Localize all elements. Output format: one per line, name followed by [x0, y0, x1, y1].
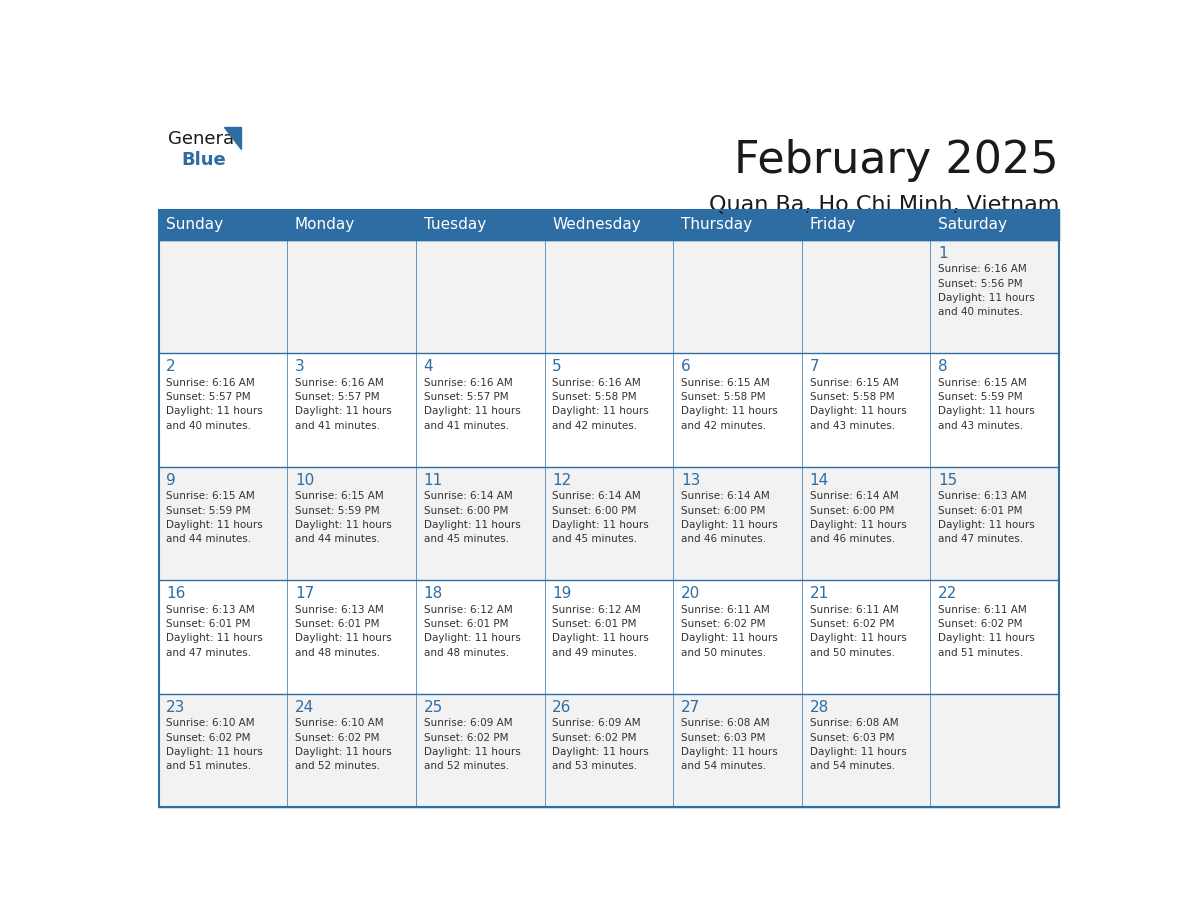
Text: 10: 10 [295, 473, 314, 487]
Text: Wednesday: Wednesday [552, 218, 642, 232]
Text: Friday: Friday [809, 218, 855, 232]
Text: 19: 19 [552, 587, 571, 601]
Text: Sunrise: 6:13 AM
Sunset: 6:01 PM
Daylight: 11 hours
and 47 minutes.: Sunrise: 6:13 AM Sunset: 6:01 PM Dayligh… [939, 491, 1035, 544]
Text: 8: 8 [939, 359, 948, 375]
Text: 3: 3 [295, 359, 305, 375]
Text: Sunrise: 6:11 AM
Sunset: 6:02 PM
Daylight: 11 hours
and 50 minutes.: Sunrise: 6:11 AM Sunset: 6:02 PM Dayligh… [681, 605, 778, 658]
Text: Sunrise: 6:13 AM
Sunset: 6:01 PM
Daylight: 11 hours
and 47 minutes.: Sunrise: 6:13 AM Sunset: 6:01 PM Dayligh… [166, 605, 263, 658]
Polygon shape [225, 127, 241, 149]
Text: 17: 17 [295, 587, 314, 601]
Text: 28: 28 [809, 700, 829, 715]
Text: Sunrise: 6:15 AM
Sunset: 5:59 PM
Daylight: 11 hours
and 44 minutes.: Sunrise: 6:15 AM Sunset: 5:59 PM Dayligh… [166, 491, 263, 544]
Text: Tuesday: Tuesday [424, 218, 486, 232]
Text: 18: 18 [424, 587, 443, 601]
Text: 6: 6 [681, 359, 690, 375]
Bar [158, 210, 1060, 240]
Text: Sunday: Sunday [166, 218, 223, 232]
Text: 22: 22 [939, 587, 958, 601]
Text: Sunrise: 6:15 AM
Sunset: 5:59 PM
Daylight: 11 hours
and 44 minutes.: Sunrise: 6:15 AM Sunset: 5:59 PM Dayligh… [295, 491, 392, 544]
Text: 24: 24 [295, 700, 314, 715]
Bar [158, 693, 1060, 807]
Text: Quan Ba, Ho Chi Minh, Vietnam: Quan Ba, Ho Chi Minh, Vietnam [709, 195, 1060, 215]
Text: Saturday: Saturday [939, 218, 1007, 232]
Text: Monday: Monday [295, 218, 355, 232]
Text: 2: 2 [166, 359, 176, 375]
Text: Sunrise: 6:16 AM
Sunset: 5:57 PM
Daylight: 11 hours
and 41 minutes.: Sunrise: 6:16 AM Sunset: 5:57 PM Dayligh… [295, 377, 392, 431]
Text: Sunrise: 6:08 AM
Sunset: 6:03 PM
Daylight: 11 hours
and 54 minutes.: Sunrise: 6:08 AM Sunset: 6:03 PM Dayligh… [809, 718, 906, 771]
Text: Sunrise: 6:15 AM
Sunset: 5:58 PM
Daylight: 11 hours
and 42 minutes.: Sunrise: 6:15 AM Sunset: 5:58 PM Dayligh… [681, 377, 778, 431]
Text: Sunrise: 6:14 AM
Sunset: 6:00 PM
Daylight: 11 hours
and 45 minutes.: Sunrise: 6:14 AM Sunset: 6:00 PM Dayligh… [424, 491, 520, 544]
Bar [158, 580, 1060, 693]
Text: Sunrise: 6:15 AM
Sunset: 5:58 PM
Daylight: 11 hours
and 43 minutes.: Sunrise: 6:15 AM Sunset: 5:58 PM Dayligh… [809, 377, 906, 431]
Text: Sunrise: 6:08 AM
Sunset: 6:03 PM
Daylight: 11 hours
and 54 minutes.: Sunrise: 6:08 AM Sunset: 6:03 PM Dayligh… [681, 718, 778, 771]
Bar [158, 353, 1060, 466]
Text: 1: 1 [939, 246, 948, 261]
Text: Sunrise: 6:14 AM
Sunset: 6:00 PM
Daylight: 11 hours
and 46 minutes.: Sunrise: 6:14 AM Sunset: 6:00 PM Dayligh… [681, 491, 778, 544]
Text: Sunrise: 6:13 AM
Sunset: 6:01 PM
Daylight: 11 hours
and 48 minutes.: Sunrise: 6:13 AM Sunset: 6:01 PM Dayligh… [295, 605, 392, 658]
Text: 13: 13 [681, 473, 700, 487]
Text: 15: 15 [939, 473, 958, 487]
Text: 23: 23 [166, 700, 185, 715]
Text: Sunrise: 6:16 AM
Sunset: 5:57 PM
Daylight: 11 hours
and 40 minutes.: Sunrise: 6:16 AM Sunset: 5:57 PM Dayligh… [166, 377, 263, 431]
Text: Sunrise: 6:11 AM
Sunset: 6:02 PM
Daylight: 11 hours
and 50 minutes.: Sunrise: 6:11 AM Sunset: 6:02 PM Dayligh… [809, 605, 906, 658]
Text: Sunrise: 6:14 AM
Sunset: 6:00 PM
Daylight: 11 hours
and 46 minutes.: Sunrise: 6:14 AM Sunset: 6:00 PM Dayligh… [809, 491, 906, 544]
Text: Thursday: Thursday [681, 218, 752, 232]
Text: Sunrise: 6:10 AM
Sunset: 6:02 PM
Daylight: 11 hours
and 51 minutes.: Sunrise: 6:10 AM Sunset: 6:02 PM Dayligh… [166, 718, 263, 771]
Text: Sunrise: 6:16 AM
Sunset: 5:58 PM
Daylight: 11 hours
and 42 minutes.: Sunrise: 6:16 AM Sunset: 5:58 PM Dayligh… [552, 377, 649, 431]
Text: 21: 21 [809, 587, 829, 601]
Text: 20: 20 [681, 587, 700, 601]
Text: Sunrise: 6:12 AM
Sunset: 6:01 PM
Daylight: 11 hours
and 49 minutes.: Sunrise: 6:12 AM Sunset: 6:01 PM Dayligh… [552, 605, 649, 658]
Text: 27: 27 [681, 700, 700, 715]
Text: 16: 16 [166, 587, 185, 601]
Text: Sunrise: 6:09 AM
Sunset: 6:02 PM
Daylight: 11 hours
and 53 minutes.: Sunrise: 6:09 AM Sunset: 6:02 PM Dayligh… [552, 718, 649, 771]
Text: 4: 4 [424, 359, 434, 375]
Text: General: General [168, 129, 239, 148]
Text: Sunrise: 6:16 AM
Sunset: 5:57 PM
Daylight: 11 hours
and 41 minutes.: Sunrise: 6:16 AM Sunset: 5:57 PM Dayligh… [424, 377, 520, 431]
Text: 14: 14 [809, 473, 829, 487]
Text: 5: 5 [552, 359, 562, 375]
Text: Sunrise: 6:14 AM
Sunset: 6:00 PM
Daylight: 11 hours
and 45 minutes.: Sunrise: 6:14 AM Sunset: 6:00 PM Dayligh… [552, 491, 649, 544]
Text: Sunrise: 6:09 AM
Sunset: 6:02 PM
Daylight: 11 hours
and 52 minutes.: Sunrise: 6:09 AM Sunset: 6:02 PM Dayligh… [424, 718, 520, 771]
Text: Sunrise: 6:15 AM
Sunset: 5:59 PM
Daylight: 11 hours
and 43 minutes.: Sunrise: 6:15 AM Sunset: 5:59 PM Dayligh… [939, 377, 1035, 431]
Text: 11: 11 [424, 473, 443, 487]
Bar [158, 466, 1060, 580]
Text: Blue: Blue [182, 151, 227, 169]
Text: 12: 12 [552, 473, 571, 487]
Text: 7: 7 [809, 359, 820, 375]
Bar [158, 240, 1060, 353]
Bar [158, 210, 1060, 807]
Text: February 2025: February 2025 [734, 139, 1060, 182]
Text: Sunrise: 6:16 AM
Sunset: 5:56 PM
Daylight: 11 hours
and 40 minutes.: Sunrise: 6:16 AM Sunset: 5:56 PM Dayligh… [939, 264, 1035, 318]
Text: Sunrise: 6:12 AM
Sunset: 6:01 PM
Daylight: 11 hours
and 48 minutes.: Sunrise: 6:12 AM Sunset: 6:01 PM Dayligh… [424, 605, 520, 658]
Text: 9: 9 [166, 473, 176, 487]
Text: Sunrise: 6:10 AM
Sunset: 6:02 PM
Daylight: 11 hours
and 52 minutes.: Sunrise: 6:10 AM Sunset: 6:02 PM Dayligh… [295, 718, 392, 771]
Text: 25: 25 [424, 700, 443, 715]
Text: Sunrise: 6:11 AM
Sunset: 6:02 PM
Daylight: 11 hours
and 51 minutes.: Sunrise: 6:11 AM Sunset: 6:02 PM Dayligh… [939, 605, 1035, 658]
Text: 26: 26 [552, 700, 571, 715]
